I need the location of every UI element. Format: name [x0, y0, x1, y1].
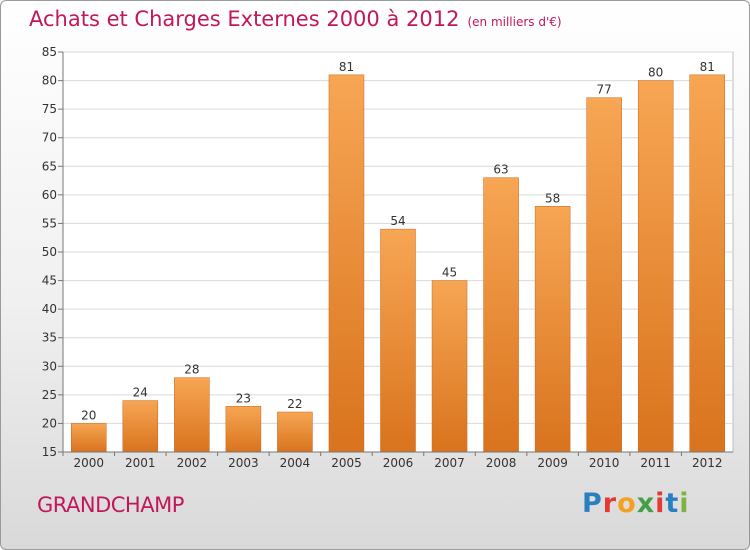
- y-tick-label: 65: [42, 159, 57, 173]
- x-tick-label: 2005: [331, 456, 362, 470]
- bar: [586, 97, 622, 453]
- chart-title-text: Achats et Charges Externes 2000 à 2012: [29, 7, 460, 31]
- x-tick-label: 2011: [640, 456, 671, 470]
- logo-letter: o: [617, 488, 637, 519]
- data-label: 28: [184, 363, 199, 377]
- bar: [225, 406, 262, 453]
- data-label: 77: [597, 83, 612, 97]
- data-label: 81: [700, 60, 715, 74]
- proxiti-logo[interactable]: Proxiti: [582, 488, 690, 519]
- logo-letter: r: [602, 488, 618, 519]
- bar: [483, 177, 519, 453]
- y-tick-label: 40: [42, 302, 57, 316]
- y-tick-label: 85: [42, 45, 57, 59]
- unit-label: (en milliers d'€): [467, 15, 562, 29]
- x-tick-label: 2000: [73, 456, 104, 470]
- bar: [328, 74, 365, 453]
- y-tick-label: 25: [42, 388, 57, 402]
- x-tick-label: 2007: [434, 456, 465, 470]
- x-tick-label: 2010: [589, 456, 620, 470]
- bar: [431, 280, 468, 453]
- logo-letter: P: [582, 488, 603, 519]
- data-label: 45: [442, 266, 457, 280]
- x-tick-label: 2003: [228, 456, 259, 470]
- bar: [380, 228, 416, 453]
- bar: [534, 206, 571, 453]
- x-tick-label: 2009: [537, 456, 568, 470]
- logo-letter: i: [655, 488, 666, 519]
- x-tick-label: 2001: [125, 456, 156, 470]
- y-tick-label: 20: [42, 416, 57, 430]
- bar: [637, 80, 674, 453]
- logo-letter: x: [636, 488, 656, 519]
- data-label: 20: [81, 408, 96, 422]
- x-tick-label: 2006: [383, 456, 414, 470]
- x-tick-label: 2004: [280, 456, 311, 470]
- data-label: 54: [390, 214, 405, 228]
- chart-title: Achats et Charges Externes 2000 à 2012 (e…: [29, 7, 562, 31]
- data-label: 81: [339, 60, 354, 74]
- y-tick-label: 80: [42, 74, 57, 88]
- y-tick-label: 75: [42, 102, 57, 116]
- x-tick-label: 2008: [486, 456, 517, 470]
- data-label: 23: [236, 391, 251, 405]
- bars: 20 24 28 23 22 81 54 45 63 58 77 80 81: [71, 60, 725, 453]
- y-tick-label: 70: [42, 131, 57, 145]
- commune-name: GRANDCHAMP: [37, 493, 184, 517]
- data-label: 58: [545, 191, 560, 205]
- y-tick-label: 30: [42, 359, 57, 373]
- logo-letter: i: [679, 488, 690, 519]
- x-tick-label: 2012: [692, 456, 723, 470]
- bar: [71, 423, 107, 453]
- bar: [122, 400, 159, 453]
- y-tick-label: 45: [42, 274, 57, 288]
- x-axis: 2000 2001 2002 2003 2004 2005 2006 2007 2008 2009…: [62, 451, 733, 470]
- data-label: 22: [287, 397, 302, 411]
- logo-letter: t: [665, 488, 680, 519]
- y-axis: 15 20 25 30 35 40 45 50 55 60 65 70 75 80 85: [42, 45, 64, 459]
- data-label: 24: [133, 386, 148, 400]
- y-tick-label: 35: [42, 331, 57, 345]
- bar: [689, 74, 725, 453]
- data-label: 80: [648, 66, 663, 80]
- bar: [277, 411, 313, 453]
- y-tick-label: 50: [42, 245, 57, 259]
- data-label: 63: [493, 163, 508, 177]
- y-tick-label: 55: [42, 216, 57, 230]
- y-tick-label: 15: [42, 445, 57, 459]
- y-tick-label: 60: [42, 188, 57, 202]
- x-tick-label: 2002: [177, 456, 208, 470]
- bar: [174, 377, 210, 453]
